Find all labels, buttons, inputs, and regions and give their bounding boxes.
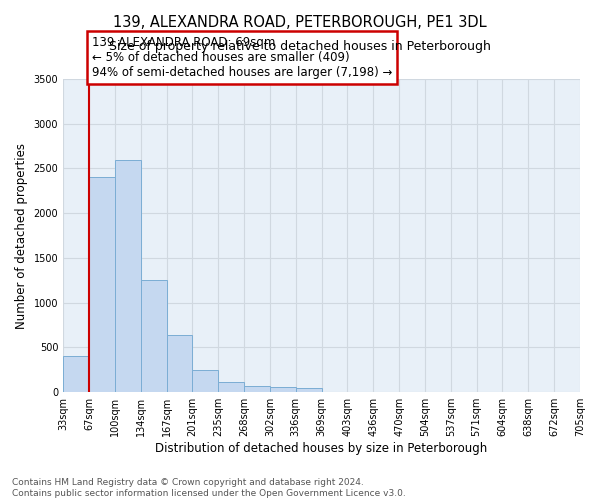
Bar bbox=[140, 280, 167, 392]
Bar bbox=[193, 370, 218, 392]
Text: 139 ALEXANDRA ROAD: 69sqm
← 5% of detached houses are smaller (409)
94% of semi-: 139 ALEXANDRA ROAD: 69sqm ← 5% of detach… bbox=[92, 36, 392, 79]
Text: 139, ALEXANDRA ROAD, PETERBOROUGH, PE1 3DL: 139, ALEXANDRA ROAD, PETERBOROUGH, PE1 3… bbox=[113, 15, 487, 30]
Bar bbox=[89, 178, 115, 392]
Bar bbox=[270, 387, 296, 392]
Y-axis label: Number of detached properties: Number of detached properties bbox=[15, 142, 28, 328]
X-axis label: Distribution of detached houses by size in Peterborough: Distribution of detached houses by size … bbox=[155, 442, 488, 455]
Bar bbox=[218, 382, 244, 392]
Bar bbox=[115, 160, 140, 392]
Text: Size of property relative to detached houses in Peterborough: Size of property relative to detached ho… bbox=[109, 40, 491, 53]
Bar bbox=[167, 335, 193, 392]
Bar bbox=[244, 386, 270, 392]
Text: Contains HM Land Registry data © Crown copyright and database right 2024.
Contai: Contains HM Land Registry data © Crown c… bbox=[12, 478, 406, 498]
Bar bbox=[296, 388, 322, 392]
Bar bbox=[63, 356, 89, 392]
